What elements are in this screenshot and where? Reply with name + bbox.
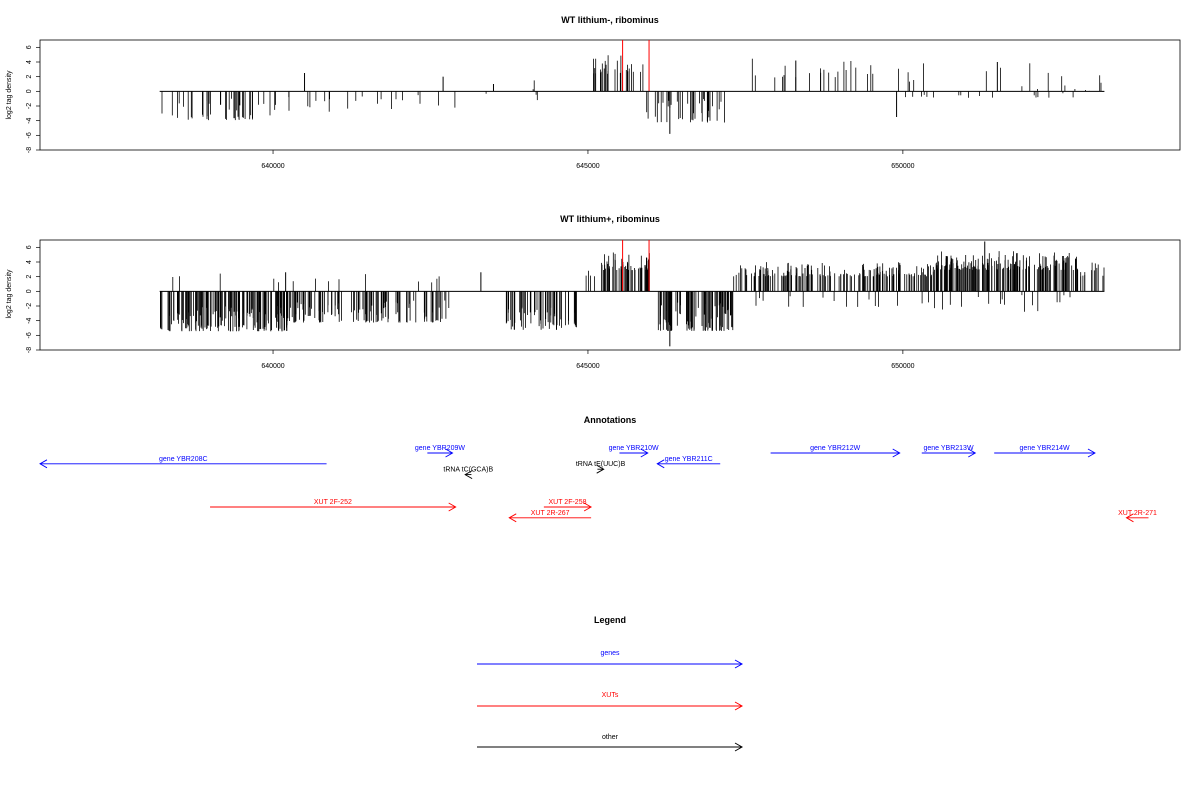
y-axis-label: log2 tag density [6, 70, 13, 120]
y-tick-label: -4 [26, 317, 33, 323]
feature-label: XUT 2R-267 [531, 510, 570, 517]
arrow-head-icon [464, 470, 473, 479]
legend-item-genes: genes [477, 650, 744, 669]
feature-label: gene YBR208C [159, 456, 208, 463]
x-tick-label: 645000 [576, 163, 599, 170]
arrow-head-icon [39, 459, 48, 469]
arrow-head-icon [445, 448, 454, 458]
annotation-feature: gene YBR211C [656, 456, 721, 469]
arrow-head-icon [734, 742, 744, 752]
panel-title: WT lithium-, ribominus [561, 15, 659, 25]
annotation-feature: gene YBR208C [39, 456, 327, 469]
arrow-head-icon [508, 513, 517, 523]
axes: -8 -6 -4 -2 0 2 4 6 640000 645000 650000 [26, 45, 1105, 170]
x-tick-label: 640000 [261, 163, 284, 170]
legend-item-xuts: XUTs [477, 692, 744, 711]
feature-label: tRNA tE(UUC)B [576, 461, 626, 468]
y-tick-label: 0 [26, 289, 33, 293]
legend-title: Legend [594, 615, 626, 625]
y-tick-label: 0 [26, 89, 33, 93]
plot-frame [39, 39, 1181, 151]
annotation-feature: tRNA tE(UUC)B [576, 461, 626, 474]
annotation-feature: XUT 2R-271 [1118, 510, 1157, 523]
annotation-feature: tRNA tC(GCA)B [443, 467, 494, 479]
annotation-feature: gene YBR209W [415, 445, 465, 458]
legend-item-other: other [477, 734, 744, 752]
annotation-feature: gene YBR214W [994, 445, 1096, 458]
plot-frame [39, 239, 1181, 351]
arrow-head-icon [448, 502, 457, 512]
y-tick-label: 6 [26, 245, 33, 249]
y-tick-label: -2 [26, 103, 33, 109]
feature-label: XUT 2R-271 [1118, 510, 1157, 517]
feature-label: gene YBR213W [923, 445, 973, 452]
axes: -8 -6 -4 -2 0 2 4 6 640000 645000 650000 [26, 245, 1105, 370]
legend-label: XUTs [602, 692, 619, 699]
arrow-head-icon [583, 502, 593, 512]
annotations-title: Annotations [584, 415, 637, 425]
y-tick-label: 4 [26, 60, 33, 64]
x-tick-label: 650000 [891, 163, 914, 170]
y-tick-label: -6 [26, 332, 33, 338]
feature-label: gene YBR211C [665, 456, 713, 463]
y-tick-label: -6 [26, 132, 33, 138]
feature-label: gene YBR209W [415, 445, 465, 452]
y-axis-label: log2 tag density [6, 269, 13, 319]
y-tick-label: 6 [26, 45, 33, 49]
y-tick-label: -2 [26, 303, 33, 309]
arrow-head-icon [596, 464, 605, 474]
y-tick-label: -8 [26, 147, 33, 153]
annotation-feature: gene YBR212W [770, 445, 901, 458]
y-tick-label: -4 [26, 117, 33, 123]
arrow-head-icon [656, 459, 665, 469]
density-bars [159, 240, 1105, 347]
arrow-head-icon [968, 448, 977, 458]
y-tick-label: 2 [26, 275, 33, 279]
feature-label: XUT 2F-258 [548, 499, 586, 506]
arrow-head-icon [640, 448, 649, 458]
legend-label: genes [600, 650, 620, 657]
panel-title: WT lithium+, ribominus [560, 214, 660, 224]
track-panel-lithium-plus: WT lithium+, ribominus log2 tag density … [6, 214, 1181, 370]
feature-label: gene YBR212W [810, 445, 860, 452]
legend-label: other [602, 734, 619, 741]
arrow-head-icon [734, 701, 744, 711]
annotation-feature: XUT 2R-267 [508, 510, 592, 523]
y-tick-label: 2 [26, 75, 33, 79]
track-panel-lithium-minus: WT lithium-, ribominus log2 tag density … [6, 15, 1181, 170]
annotation-feature: gene YBR210W [609, 445, 659, 458]
annotation-feature: gene YBR213W [921, 445, 977, 458]
arrow-head-icon [892, 448, 901, 458]
x-tick-label: 640000 [261, 363, 284, 370]
density-bars [161, 40, 1104, 134]
annotation-feature: XUT 2F-258 [543, 499, 593, 512]
feature-label: XUT 2F-252 [314, 499, 352, 506]
feature-label: tRNA tC(GCA)B [443, 467, 493, 474]
arrow-head-icon [1125, 513, 1134, 523]
x-tick-label: 645000 [576, 363, 599, 370]
y-tick-label: 4 [26, 260, 33, 264]
arrow-head-icon [734, 659, 744, 669]
feature-label: gene YBR210W [609, 445, 659, 452]
x-tick-label: 650000 [891, 363, 914, 370]
legend: Legend genes XUTs other [477, 615, 744, 752]
arrow-head-icon [1087, 448, 1096, 458]
y-tick-label: -8 [26, 347, 33, 353]
annotation-features: gene YBR208C gene YBR209W gene YBR210W gene… [39, 445, 1157, 523]
feature-label: gene YBR214W [1020, 445, 1070, 452]
annotation-feature: XUT 2F-252 [210, 499, 457, 512]
